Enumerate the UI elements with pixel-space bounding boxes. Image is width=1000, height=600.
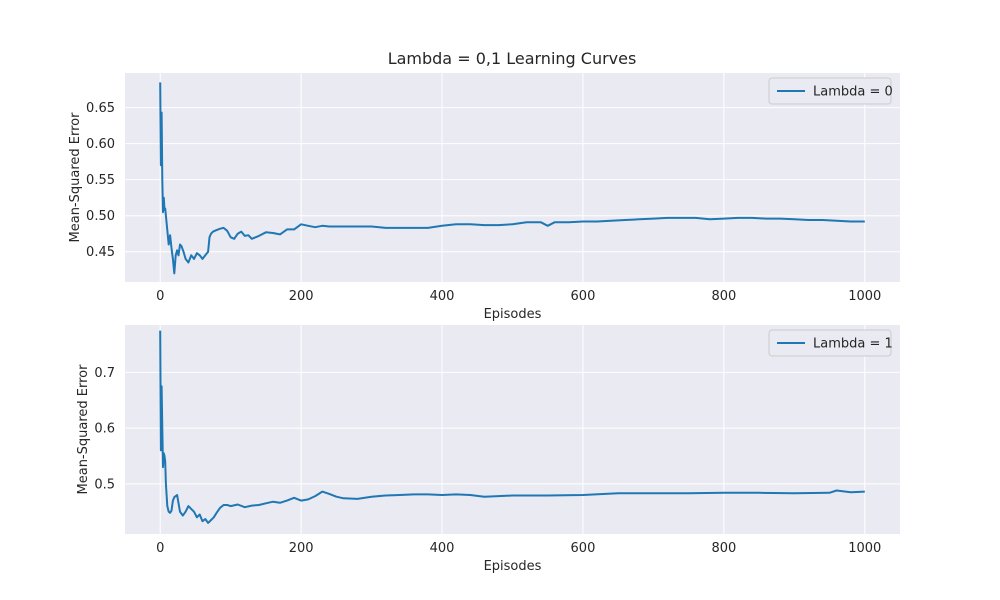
y-axis-label: Mean-Squared Error [68,112,83,243]
legend-box [768,77,892,105]
plot-area [125,325,900,534]
panel-lambda-1: 0 200 400 600 800 1000 0.5 0.6 0.7 Episodes Mean-S… [76,325,900,574]
y-tick-label: 0.6 [94,422,115,437]
x-tick-label: 200 [289,289,314,304]
x-tick-label: 0 [156,541,164,556]
series-line [159,82,865,275]
x-tick-label: 400 [430,541,455,556]
y-axis-label: Mean-Squared Error [76,364,91,495]
x-tick-label: 600 [571,541,596,556]
legend: Lambda = 0 [768,77,893,105]
x-axis-label: Episodes [484,559,542,574]
x-tick-label: 400 [430,289,455,304]
y-tick-label: 0.60 [86,137,115,152]
x-tick-label: 800 [711,541,736,556]
legend-label: Lambda = 1 [813,337,893,352]
y-tick-label: 0.65 [86,101,115,116]
y-tick-label: 0.7 [94,366,115,381]
x-tick-label: 200 [289,541,314,556]
y-tick-label: 0.45 [86,245,115,260]
legend-box [768,329,892,357]
y-tick-label: 0.55 [86,173,115,188]
y-tick-label: 0.50 [86,209,115,224]
legend-label: Lambda = 0 [813,85,893,100]
chart-title: Lambda = 0,1 Learning Curves [388,49,637,68]
x-tick-label: 0 [156,289,164,304]
legend: Lambda = 1 [768,329,893,357]
panel-lambda-0: 0 200 400 600 800 1000 0.45 0.50 0.55 0.60 0.65 Epi… [68,73,900,322]
series-line [159,330,865,524]
x-tick-label: 600 [571,289,596,304]
x-tick-label: 1000 [848,289,881,304]
x-tick-label: 800 [711,289,736,304]
x-tick-label: 1000 [848,541,881,556]
y-tick-label: 0.5 [94,477,115,492]
x-axis-label: Episodes [484,307,542,322]
